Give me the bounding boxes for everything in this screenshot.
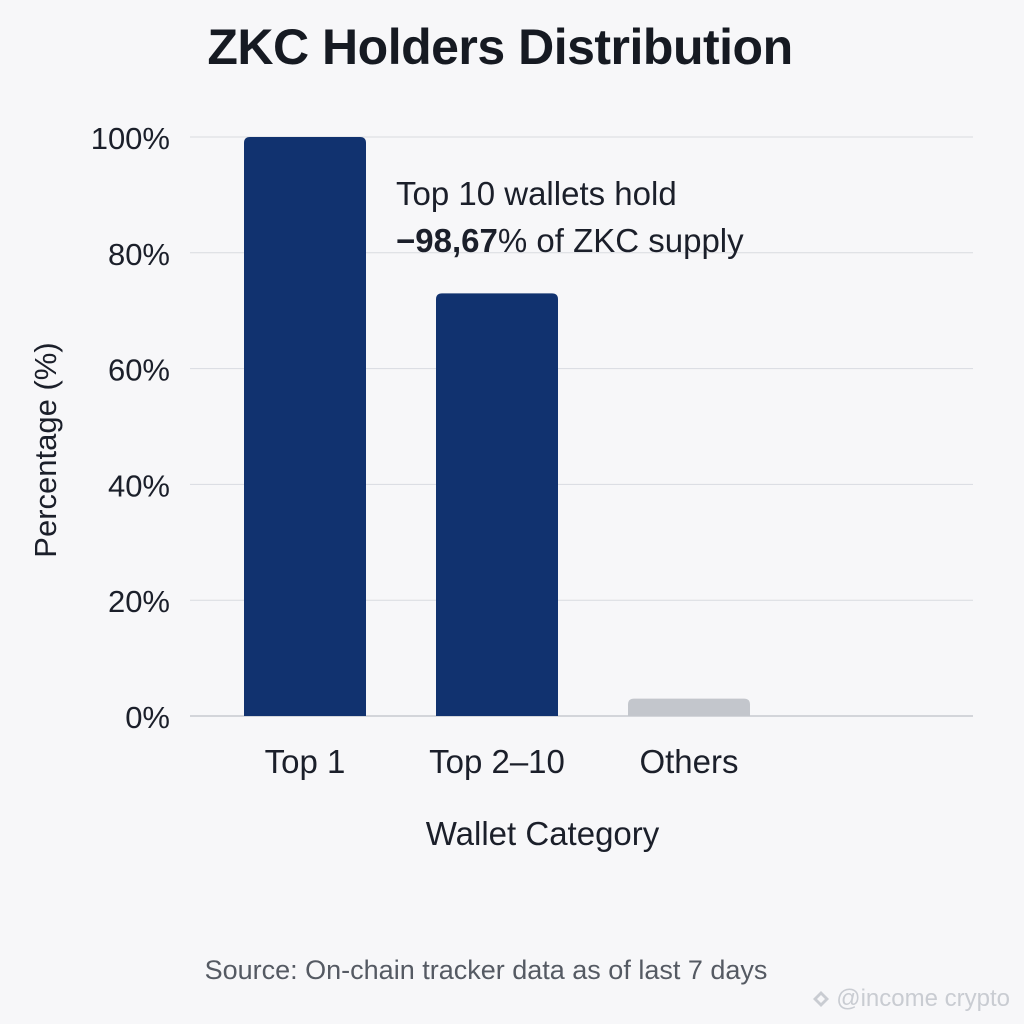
annotation-suffix: % of ZKC supply — [497, 222, 744, 259]
y-axis-label: Percentage (%) — [28, 342, 63, 558]
y-tick-label: 0% — [125, 700, 170, 735]
bars — [244, 137, 750, 716]
bar-others — [628, 698, 750, 716]
diamond-logo-icon — [813, 991, 830, 1007]
y-tick-label: 40% — [108, 468, 170, 503]
x-tick-label: Top 1 — [265, 743, 346, 780]
x-tick-labels: Top 1 Top 2–10 Others — [265, 743, 739, 780]
y-tick-label: 20% — [108, 584, 170, 619]
bar-top-2-10 — [436, 293, 558, 716]
annotation-line-1: Top 10 wallets hold — [396, 175, 677, 212]
watermark-text: @income crypto — [836, 985, 1010, 1012]
y-tick-label: 100% — [91, 121, 170, 156]
y-tick-labels: 0% 20% 40% 60% 80% 100% — [91, 121, 170, 735]
annotation-value: −98,67 — [396, 222, 498, 259]
chart-annotation: Top 10 wallets hold −98,67% of ZKC suppl… — [396, 170, 744, 264]
x-tick-label: Others — [639, 743, 738, 780]
bar-top-1 — [244, 137, 366, 716]
chart-title: ZKC Holders Distribution — [207, 19, 793, 75]
source-note: Source: On-chain tracker data as of last… — [204, 955, 768, 985]
x-tick-label: Top 2–10 — [429, 743, 565, 780]
y-tick-label: 60% — [108, 353, 170, 388]
watermark: @income crypto — [812, 985, 1010, 1013]
y-tick-label: 80% — [108, 237, 170, 272]
annotation-line-2: −98,67% of ZKC supply — [396, 217, 744, 264]
x-axis-label: Wallet Category — [425, 815, 660, 852]
